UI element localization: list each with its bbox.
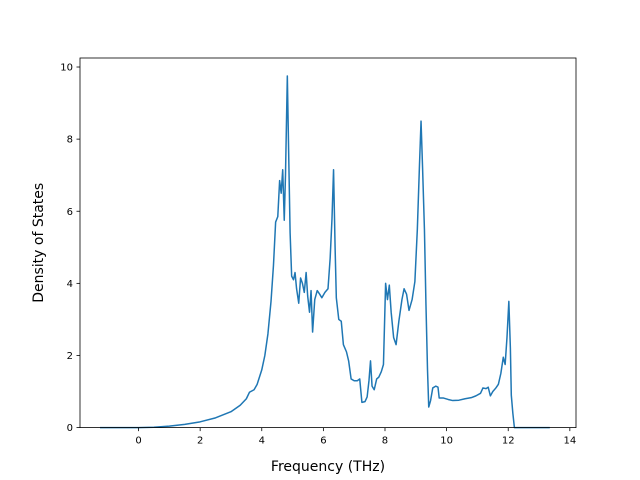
y-tick-label: 6 [67, 207, 73, 218]
x-tick-label: 2 [197, 436, 203, 447]
y-tick-label: 2 [67, 351, 73, 362]
series-line-0 [100, 75, 550, 429]
y-tick-label: 0 [67, 423, 73, 434]
x-tick-label: 6 [320, 436, 326, 447]
curve-layer [100, 75, 550, 429]
x-tick-label: 12 [502, 436, 515, 447]
x-axis-title: Frequency (THz) [271, 459, 385, 475]
plot-frame [79, 57, 577, 429]
x-tick-label: 4 [259, 436, 265, 447]
y-tick-label: 8 [67, 135, 73, 146]
y-tick-label: 4 [67, 279, 73, 290]
y-tick-label: 10 [60, 63, 73, 74]
y-axis-ticks: 0 2 4 6 8 10 [60, 63, 80, 434]
x-tick-label: 10 [440, 436, 453, 447]
y-axis-title: Density of States [31, 183, 47, 303]
x-tick-label: 8 [382, 436, 388, 447]
x-axis-ticks: 0 2 4 6 8 10 12 14 [135, 427, 576, 447]
x-tick-label: 0 [135, 436, 141, 447]
x-tick-label: 14 [563, 436, 576, 447]
